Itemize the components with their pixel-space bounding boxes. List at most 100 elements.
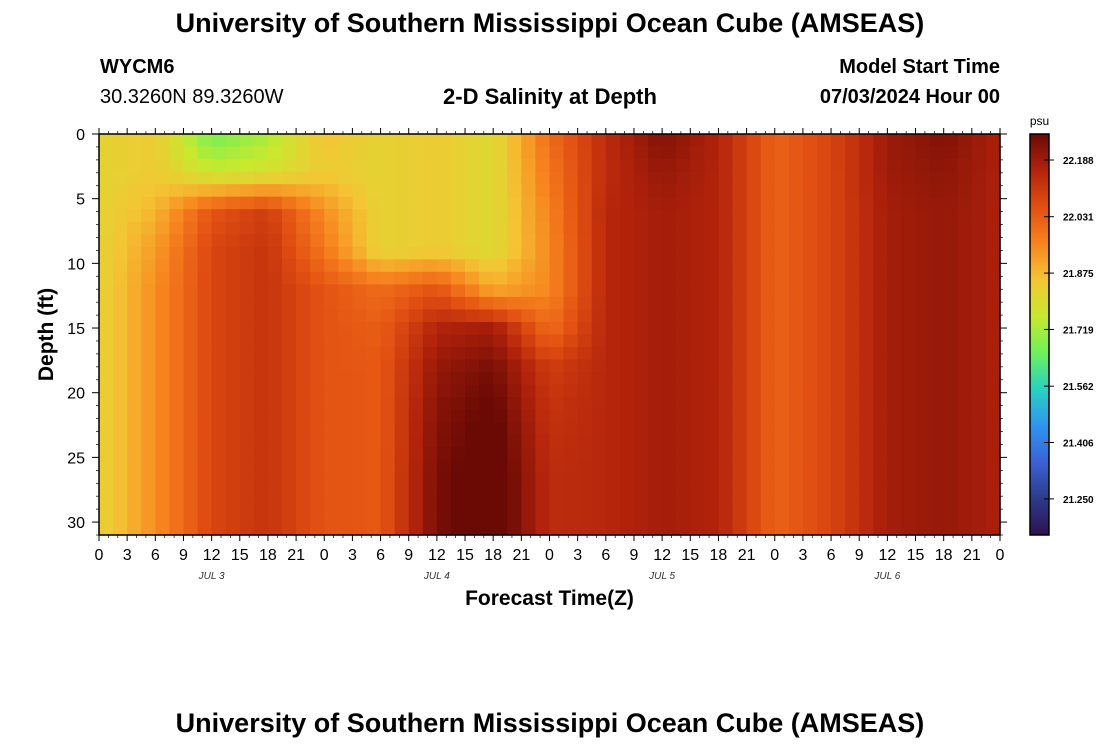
heatmap-cell [197, 296, 213, 311]
heatmap-cell [253, 459, 269, 473]
heatmap-cell [971, 384, 987, 398]
heatmap-cell [690, 397, 705, 411]
heatmap-cell [549, 146, 565, 160]
heatmap-cell [211, 184, 227, 198]
heatmap-cell [296, 422, 311, 436]
heatmap-cell [802, 372, 818, 386]
heatmap-cell [282, 246, 297, 260]
heatmap-cell [155, 221, 170, 235]
heatmap-cell [352, 447, 368, 461]
heatmap-cell [113, 397, 128, 411]
heatmap-cell [99, 259, 114, 273]
heatmap-cell [591, 472, 607, 486]
heatmap-cell [450, 497, 466, 511]
heatmap-cell [380, 246, 396, 260]
heatmap-cell [394, 146, 410, 160]
heatmap-cell [915, 134, 931, 148]
heatmap-cell [436, 422, 452, 436]
heatmap-cell [422, 234, 438, 248]
heatmap-cell [99, 422, 114, 436]
heatmap-cell [366, 271, 382, 285]
heatmap-cell [535, 484, 551, 499]
heatmap-cell [394, 359, 410, 373]
heatmap-cell [253, 221, 269, 235]
heatmap-cell [690, 497, 705, 511]
heatmap-cell [633, 347, 649, 361]
heatmap-cell [915, 447, 931, 461]
heatmap-cell [239, 397, 255, 411]
heatmap-cell [929, 284, 945, 298]
heatmap-cell [338, 209, 354, 223]
heatmap-cell [901, 459, 917, 473]
heatmap-cell [127, 159, 142, 173]
heatmap-cell [253, 259, 269, 273]
heatmap-cell [859, 347, 874, 361]
heatmap-cell [408, 146, 424, 160]
heatmap-cell [971, 246, 987, 260]
heatmap-cell [211, 321, 227, 336]
heatmap-cell [211, 484, 227, 499]
heatmap-cell [408, 384, 424, 398]
heatmap-cell [366, 159, 382, 173]
heatmap-cell [465, 359, 480, 373]
heatmap-cell [197, 384, 213, 398]
heatmap-cell [549, 171, 565, 185]
heatmap-cell [366, 522, 382, 536]
heatmap-cell [408, 321, 424, 336]
heatmap-cell [366, 384, 382, 398]
heatmap-cell [774, 259, 790, 273]
heatmap-cell [535, 209, 551, 223]
heatmap-cell [450, 334, 466, 348]
heatmap-cell [943, 321, 959, 336]
heatmap-cell [127, 209, 142, 223]
heatmap-cell [507, 509, 522, 524]
heatmap-cell [99, 522, 114, 536]
x-tick-label: 9 [179, 547, 188, 564]
heatmap-cell [971, 184, 987, 198]
heatmap-cell [549, 209, 565, 223]
heatmap-cell [549, 509, 565, 524]
heatmap-cell [816, 234, 832, 248]
heatmap-cell [648, 522, 663, 536]
heatmap-cell [887, 159, 903, 173]
heatmap-cell [563, 459, 579, 473]
heatmap-cell [816, 434, 832, 448]
heatmap-cell [605, 447, 621, 461]
heatmap-cell [760, 184, 776, 198]
heatmap-cell [662, 397, 677, 411]
heatmap-cell [338, 246, 354, 260]
heatmap-cell [535, 171, 551, 185]
heatmap-cell [169, 372, 185, 386]
x-tick-label: 15 [231, 547, 249, 564]
heatmap-cell [183, 509, 199, 524]
heatmap-cell [422, 209, 438, 223]
heatmap-cell [183, 347, 199, 361]
heatmap-cell [873, 134, 888, 148]
heatmap-cell [605, 209, 621, 223]
heatmap-cell [633, 359, 649, 373]
heatmap-cell [732, 184, 748, 198]
heatmap-cell [591, 134, 607, 148]
heatmap-cell [211, 447, 227, 461]
heatmap-cell [479, 334, 494, 348]
heatmap-cell [380, 359, 396, 373]
heatmap-cell [422, 497, 438, 511]
heatmap-cell [901, 221, 917, 235]
heatmap-cell [577, 422, 593, 436]
heatmap-cell [324, 271, 339, 285]
heatmap-cell [253, 497, 269, 511]
heatmap-cell [591, 509, 607, 524]
heatmap-cell [338, 459, 354, 473]
heatmap-cell [169, 234, 185, 248]
heatmap-cell [169, 284, 185, 298]
heatmap-cell [253, 321, 269, 336]
heatmap-cell [732, 472, 748, 486]
heatmap-cell [239, 221, 255, 235]
heatmap-cell [873, 472, 888, 486]
heatmap-cell [901, 359, 917, 373]
heatmap-cell [113, 459, 128, 473]
heatmap-cell [267, 321, 283, 336]
heatmap-cell [479, 196, 494, 210]
heatmap-cell [957, 484, 973, 499]
heatmap-cell [282, 397, 297, 411]
